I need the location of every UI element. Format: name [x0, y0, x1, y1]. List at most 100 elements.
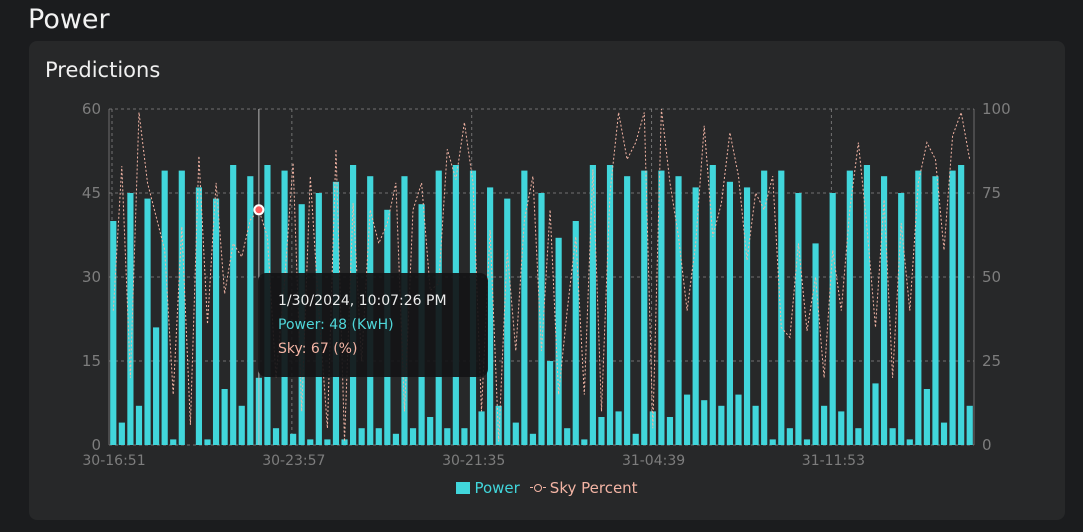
legend-item-power[interactable]: Power: [456, 479, 519, 497]
predictions-card: Predictions 0 0 15 25 30 50 45 75 60 100 30-16:51 3…: [29, 41, 1065, 520]
power-bar: [153, 327, 159, 445]
power-bar: [753, 406, 759, 445]
power-bar: [590, 165, 596, 445]
power-bar: [547, 361, 553, 445]
power-bar: [693, 187, 699, 445]
y-left-tick-label: 45: [82, 184, 101, 202]
power-bar: [744, 187, 750, 445]
y-right-tick-label: 0: [982, 436, 992, 454]
power-bar: [881, 176, 887, 445]
power-bar: [247, 176, 253, 445]
power-bar: [890, 428, 896, 445]
power-bar: [564, 428, 570, 445]
power-bar: [410, 428, 416, 445]
power-bar: [290, 434, 296, 445]
power-bar: [727, 182, 733, 445]
legend-label-sky: Sky Percent: [550, 479, 638, 497]
sky-active-point: [254, 205, 263, 214]
sky-swatch-icon: [530, 483, 546, 493]
power-bar: [444, 428, 450, 445]
power-bar: [504, 199, 510, 445]
power-bar: [658, 171, 664, 445]
power-bar: [376, 428, 382, 445]
power-bar: [641, 171, 647, 445]
power-bar: [967, 406, 973, 445]
power-bar: [581, 439, 587, 445]
tooltip-time: 1/30/2024, 10:07:26 PM: [278, 289, 468, 313]
power-bar: [273, 428, 279, 445]
power-bar: [222, 389, 228, 445]
power-swatch-icon: [456, 482, 470, 494]
power-bar: [710, 165, 716, 445]
power-bar: [924, 389, 930, 445]
power-bar: [718, 406, 724, 445]
power-bar: [795, 193, 801, 445]
power-bar: [675, 176, 681, 445]
power-bar: [958, 165, 964, 445]
power-bar: [461, 428, 467, 445]
y-right-tick-label: 100: [982, 100, 1011, 118]
power-bar: [239, 406, 245, 445]
x-tick-label: 31-04:39: [622, 453, 685, 469]
power-bar: [761, 171, 767, 445]
power-bar: [359, 428, 365, 445]
power-bar: [170, 439, 176, 445]
y-right-tick-label: 75: [982, 184, 1001, 202]
power-bar: [950, 171, 956, 445]
tooltip-power: Power: 48 (KwH): [278, 313, 468, 337]
power-bar: [633, 434, 639, 445]
power-bar: [872, 383, 878, 445]
power-bar: [932, 176, 938, 445]
power-bar: [136, 406, 142, 445]
power-bar: [162, 171, 168, 445]
predictions-chart[interactable]: 0 0 15 25 30 50 45 75 60 100 30-16:51 30-23:57 30-21…: [29, 41, 1065, 520]
power-bar: [684, 395, 690, 445]
power-bar: [607, 165, 613, 445]
power-bar: [144, 199, 150, 445]
power-bar: [119, 423, 125, 445]
power-bar: [478, 411, 484, 445]
power-bar: [812, 243, 818, 445]
y-left-tick-label: 15: [82, 352, 101, 370]
tooltip-sky: Sky: 67 (%): [278, 337, 468, 361]
power-bar: [521, 171, 527, 445]
power-bar: [847, 171, 853, 445]
power-bar: [864, 165, 870, 445]
power-bar: [324, 439, 330, 445]
power-bar: [204, 439, 210, 445]
y-left-tick-label: 0: [91, 436, 101, 454]
power-bar: [778, 171, 784, 445]
power-bar: [915, 171, 921, 445]
power-bar: [830, 193, 836, 445]
power-bar: [393, 434, 399, 445]
y-right-tick-label: 50: [982, 268, 1001, 286]
legend-item-sky[interactable]: Sky Percent: [530, 479, 638, 497]
power-bar: [513, 423, 519, 445]
x-tick-label: 30-23:57: [262, 453, 325, 469]
power-bar: [230, 165, 236, 445]
power-bar: [804, 439, 810, 445]
power-bar: [213, 199, 219, 445]
power-bar: [427, 417, 433, 445]
x-tick-label: 31-11:53: [802, 453, 865, 469]
power-bar: [624, 176, 630, 445]
power-bar: [179, 171, 185, 445]
power-bar: [941, 423, 947, 445]
power-bar: [787, 428, 793, 445]
power-bar: [110, 221, 116, 445]
power-bar: [667, 417, 673, 445]
power-bar: [556, 238, 562, 445]
power-bar: [821, 406, 827, 445]
power-bar: [855, 428, 861, 445]
power-bar: [615, 411, 621, 445]
x-tick-label: 30-16:51: [82, 453, 145, 469]
power-bar: [530, 434, 536, 445]
power-bar: [701, 400, 707, 445]
power-bar: [307, 439, 313, 445]
power-bar: [770, 439, 776, 445]
y-left-tick-label: 30: [82, 268, 101, 286]
page-title: Power: [28, 4, 110, 35]
chart-tooltip: 1/30/2024, 10:07:26 PM Power: 48 (KwH) S…: [258, 273, 488, 377]
y-right-tick-label: 25: [982, 352, 1001, 370]
power-bar: [838, 411, 844, 445]
